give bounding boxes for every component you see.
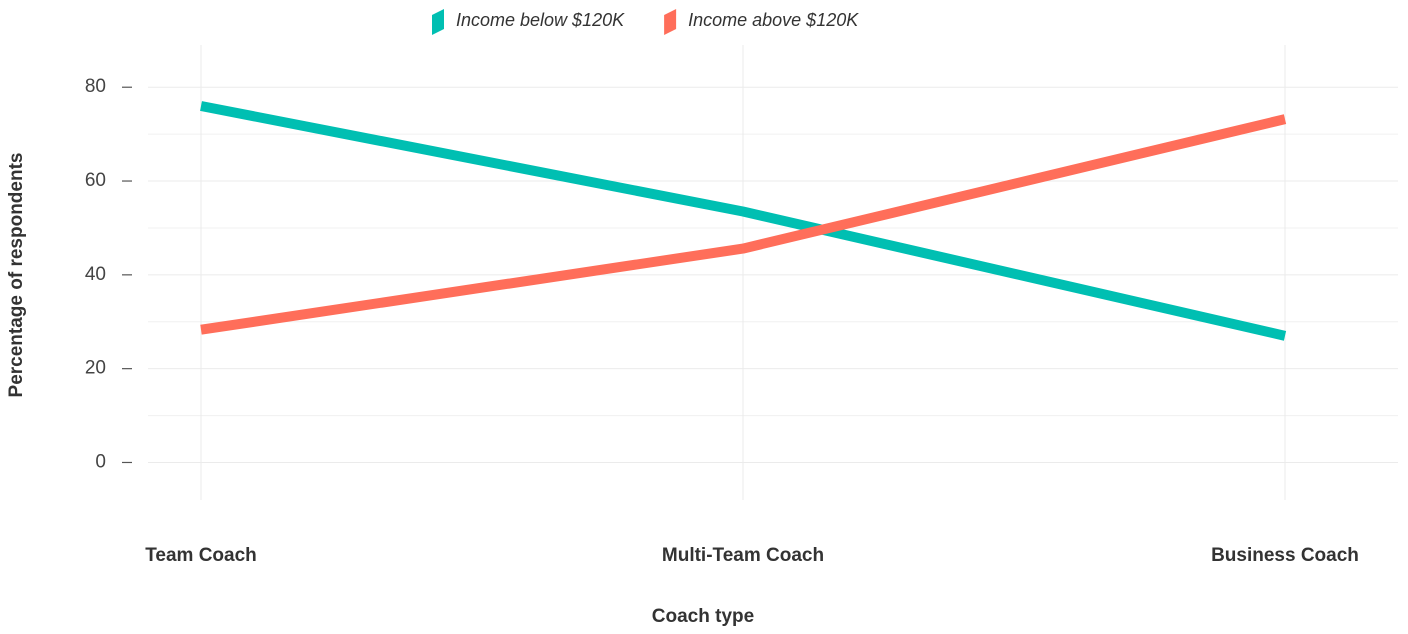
y-tick-label: 20 <box>85 358 106 379</box>
y-axis-title: Percentage of respondents <box>6 153 27 398</box>
legend: Income below $120K Income above $120K <box>432 9 859 35</box>
y-tick-label: 60 <box>85 170 106 191</box>
lines <box>200 101 1287 341</box>
x-tick-label: Multi-Team Coach <box>662 545 824 566</box>
x-tick-label: Business Coach <box>1211 545 1359 566</box>
x-axis-title: Coach type <box>652 606 754 627</box>
legend-swatch <box>664 9 677 35</box>
legend-label: Income above $120K <box>688 10 859 30</box>
series-line <box>200 101 1287 341</box>
grid: 0 20 40 60 80 Team Coach Multi-Team Coach Busin… <box>85 45 1398 566</box>
series-line <box>200 114 1287 335</box>
x-tick-label: Team Coach <box>145 545 257 566</box>
y-tick-label: 80 <box>85 76 106 97</box>
y-tick-label: 0 <box>95 451 106 472</box>
legend-swatch <box>432 9 444 35</box>
legend-label: Income below $120K <box>456 10 625 30</box>
y-tick-label: 40 <box>85 264 106 285</box>
